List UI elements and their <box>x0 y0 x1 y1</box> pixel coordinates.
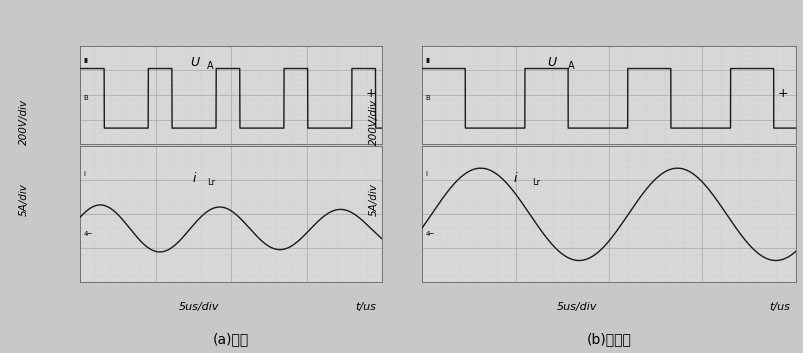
Text: $i$: $i$ <box>512 171 518 185</box>
Text: I: I <box>84 171 85 177</box>
Text: B: B <box>84 95 88 101</box>
Text: 4─: 4─ <box>84 231 92 237</box>
Text: B: B <box>426 95 430 101</box>
Text: Lr: Lr <box>532 178 540 187</box>
Text: t/us: t/us <box>768 302 789 312</box>
Text: II: II <box>84 58 88 64</box>
Text: 200V/div: 200V/div <box>19 99 29 145</box>
Text: t/us: t/us <box>355 302 376 312</box>
Text: (b)额定载: (b)额定载 <box>586 332 630 346</box>
Text: II: II <box>426 58 430 64</box>
Text: 5us/div: 5us/div <box>178 302 219 312</box>
Text: +: + <box>365 86 375 100</box>
Text: 5A/div: 5A/div <box>19 183 29 216</box>
Text: $U$: $U$ <box>190 56 200 69</box>
Text: A: A <box>568 61 574 71</box>
Text: I: I <box>426 171 427 177</box>
Text: Lr: Lr <box>207 178 215 187</box>
Text: (a)轻载: (a)轻载 <box>213 332 249 346</box>
Text: A: A <box>206 61 213 71</box>
Text: 5us/div: 5us/div <box>556 302 597 312</box>
Text: $U$: $U$ <box>547 56 558 69</box>
Text: $i$: $i$ <box>192 171 198 185</box>
Text: 4─: 4─ <box>426 231 434 237</box>
Text: +: + <box>777 86 788 100</box>
Text: 5A/div: 5A/div <box>369 183 378 216</box>
Text: 200V/div: 200V/div <box>369 99 378 145</box>
